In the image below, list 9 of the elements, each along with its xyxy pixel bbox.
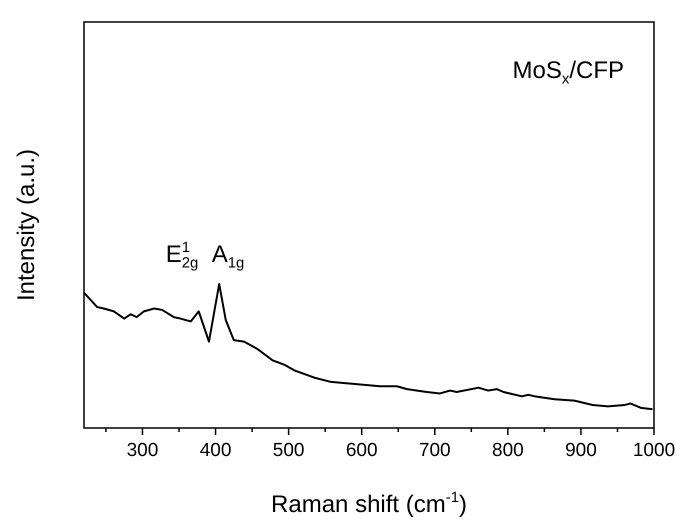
x-tick-label: 800 [492,440,524,461]
x-tick-label: 500 [272,440,304,461]
x-tick-label: 300 [126,440,158,461]
y-axis-title: Intensity (a.u.) [13,148,40,302]
x-tick-label: 600 [346,440,378,461]
x-tick-label: 1000 [632,440,676,461]
x-tick-label: 900 [565,440,597,461]
x-tick-label: 700 [418,440,451,461]
x-tick-label: 400 [200,440,232,461]
